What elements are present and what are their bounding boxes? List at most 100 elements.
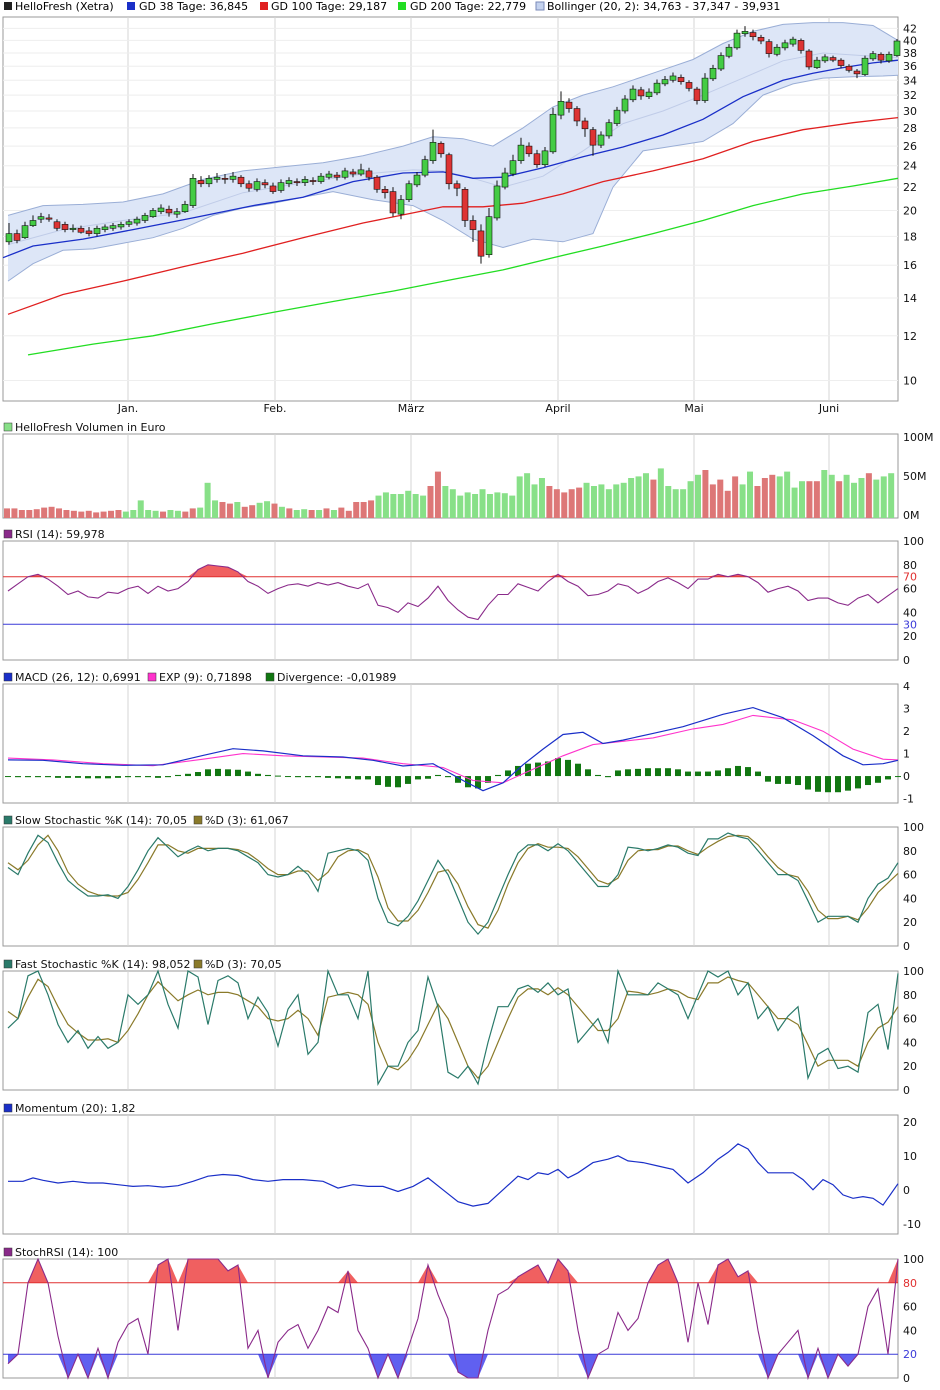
candle-body xyxy=(205,178,213,185)
candle-body xyxy=(237,176,245,185)
divergence-bar xyxy=(495,774,501,777)
divergence-bar xyxy=(65,776,71,778)
y-tick-label: 40 xyxy=(903,892,917,905)
candle-body xyxy=(765,41,773,54)
divergence-bar xyxy=(605,776,611,778)
panel-frame xyxy=(2,683,899,804)
divergence-bar xyxy=(385,776,391,787)
divergence-bar xyxy=(715,770,721,777)
volume-bar xyxy=(613,484,620,518)
candle-body xyxy=(525,145,533,155)
y-tick-label: 40 xyxy=(903,1036,917,1049)
y-tick-label: 24 xyxy=(903,160,917,173)
oversold-fill xyxy=(98,1354,108,1378)
y-tick-label: 60 xyxy=(903,1301,917,1314)
divergence-bar xyxy=(45,776,51,778)
divergence-bar xyxy=(805,776,811,790)
volume-bar xyxy=(405,490,412,518)
candle-body xyxy=(53,221,61,229)
divergence-bar xyxy=(255,773,261,777)
slow_stochastic-title: Slow Stochastic %K (14): 70,05 xyxy=(15,814,187,827)
divergence-bar xyxy=(685,771,691,777)
divergence-bar xyxy=(835,776,841,793)
divergence-bar xyxy=(565,759,571,777)
volume-bar xyxy=(338,507,345,518)
divergence-bar xyxy=(425,776,431,779)
volume-bar xyxy=(858,478,865,518)
y-tick-label: 40 xyxy=(903,1324,917,1337)
volume-bar xyxy=(784,471,791,518)
y-tick-label: 100 xyxy=(903,821,924,834)
candle-body xyxy=(69,227,77,230)
divergence-bar xyxy=(135,776,141,778)
volume-bar xyxy=(576,487,583,518)
exp-line xyxy=(7,714,899,784)
candle-body xyxy=(285,180,293,185)
momentum-title-swatch xyxy=(3,1103,13,1113)
y-tick-label: 38 xyxy=(903,47,917,60)
candle-body xyxy=(125,221,133,225)
overbought-fill xyxy=(198,1259,208,1283)
overbought-fill xyxy=(558,1259,568,1283)
candle-body xyxy=(29,220,37,226)
overbought-fill xyxy=(218,1259,228,1283)
overbought-fill xyxy=(508,1276,518,1283)
stoch-k-line xyxy=(7,832,899,936)
overbought-fill xyxy=(188,569,198,577)
divergence-bar xyxy=(125,776,131,778)
oversold-fill xyxy=(808,1354,818,1378)
candle-body xyxy=(805,50,813,68)
volume-bar xyxy=(249,505,256,518)
volume-bar xyxy=(717,479,724,518)
candle-body xyxy=(733,32,741,49)
oversold-fill xyxy=(818,1354,828,1378)
y-tick-label: 0 xyxy=(903,654,910,667)
y-tick-label: 28 xyxy=(903,122,917,135)
volume-bar xyxy=(605,489,612,518)
x-tick-label: April xyxy=(545,402,570,415)
overbought-fill xyxy=(428,1264,438,1283)
legend-entry-swatch xyxy=(193,815,203,825)
divergence-bar xyxy=(185,773,191,777)
y-tick-label: 100 xyxy=(903,535,924,548)
candle-body xyxy=(349,171,357,175)
volume-title: HelloFresh Volumen in Euro xyxy=(15,421,166,434)
candle-body xyxy=(173,211,181,215)
candle-body xyxy=(597,134,605,146)
volume-bar xyxy=(271,503,278,518)
candle-body xyxy=(573,108,581,122)
candle-body xyxy=(357,169,365,175)
volume-bar xyxy=(293,510,300,518)
legend-bollinger: Bollinger (20, 2): 34,763 - 37,347 - 39,… xyxy=(547,0,780,13)
candle-body xyxy=(181,204,189,212)
divergence-bar xyxy=(695,771,701,777)
candle-body xyxy=(301,179,309,183)
overbought-fill xyxy=(518,1270,528,1283)
legend-entry: EXP (9): 0,71898 xyxy=(159,671,252,684)
volume-bar xyxy=(702,470,709,518)
candle-body xyxy=(605,122,613,137)
oversold-fill xyxy=(398,1354,408,1378)
y-tick-label: 60 xyxy=(903,1013,917,1026)
volume-bar xyxy=(301,509,308,518)
divergence-bar xyxy=(875,776,881,783)
divergence-bar xyxy=(95,776,101,779)
volume-bar xyxy=(182,511,189,518)
legend-ma100: GD 100 Tage: 29,187 xyxy=(271,0,387,13)
y-tick-label: 60 xyxy=(903,583,917,596)
oversold-fill xyxy=(458,1354,468,1378)
overbought-fill xyxy=(208,564,218,577)
volume-bar xyxy=(472,494,479,518)
macd-line xyxy=(7,706,899,792)
divergence-bar xyxy=(145,776,151,778)
divergence-bar xyxy=(445,776,451,778)
legend-entry-swatch xyxy=(265,672,275,682)
volume-bar xyxy=(799,481,806,518)
candle-body xyxy=(61,224,69,230)
volume-bar xyxy=(680,489,687,518)
candle-body xyxy=(741,31,749,35)
candle-body xyxy=(685,82,693,89)
overbought-fill xyxy=(658,1259,668,1283)
bollinger-upper xyxy=(7,22,899,216)
volume-bar xyxy=(501,493,508,518)
